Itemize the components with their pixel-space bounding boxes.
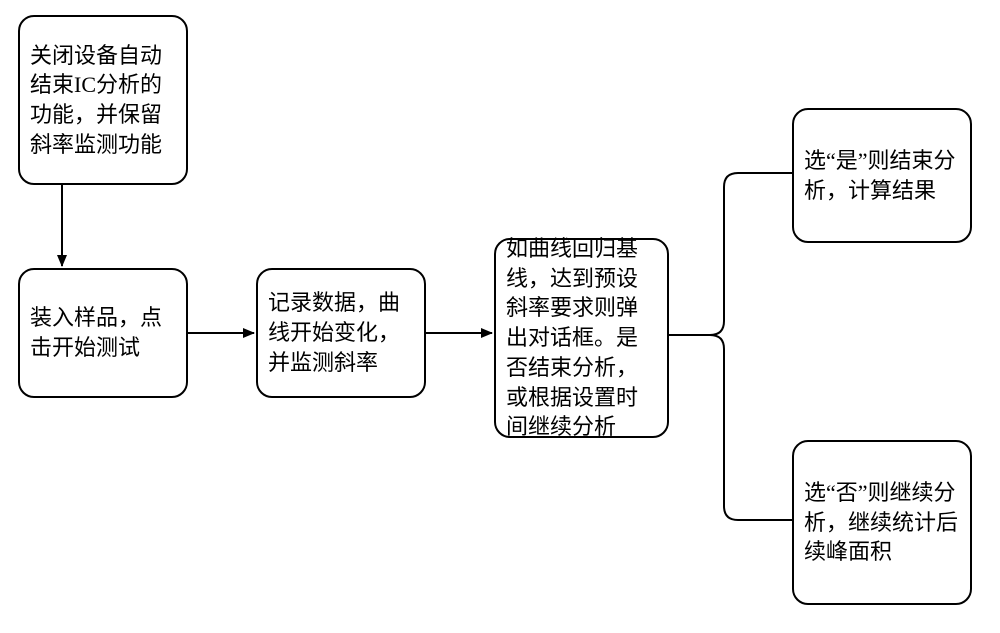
node-text: 装入样品，点击开始测试 <box>30 303 176 362</box>
flow-node-baseline-dialog: 如曲线回归基线，达到预设斜率要求则弹出对话框。是否结束分析，或根据设置时间继续分… <box>494 238 669 438</box>
flow-node-choose-no: 选“否”则继续分析，继续统计后续峰面积 <box>792 440 972 605</box>
node-text: 如曲线回归基线，达到预设斜率要求则弹出对话框。是否结束分析，或根据设置时间继续分… <box>506 234 657 442</box>
node-text: 选“是”则结束分析，计算结果 <box>804 146 960 205</box>
flow-node-choose-yes: 选“是”则结束分析，计算结果 <box>792 108 972 243</box>
flow-node-disable-auto-end: 关闭设备自动结束IC分析的功能，并保留斜率监测功能 <box>18 15 188 185</box>
node-text: 选“否”则继续分析，继续统计后续峰面积 <box>804 478 960 567</box>
flow-node-load-sample: 装入样品，点击开始测试 <box>18 268 188 398</box>
flow-node-record-data: 记录数据，曲线开始变化，并监测斜率 <box>256 268 426 398</box>
node-text: 关闭设备自动结束IC分析的功能，并保留斜率监测功能 <box>30 41 176 160</box>
node-text: 记录数据，曲线开始变化，并监测斜率 <box>268 288 414 377</box>
branch-bracket <box>669 173 792 520</box>
